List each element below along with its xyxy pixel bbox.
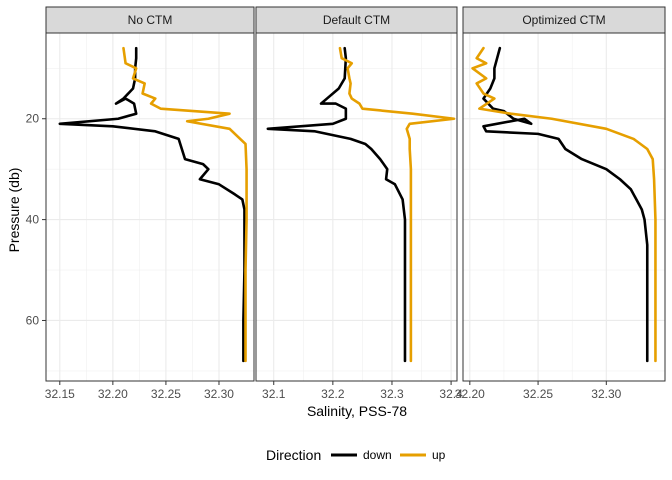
x-tick-label: 32.4 [439, 387, 463, 401]
legend-title: Direction [266, 447, 321, 463]
x-tick-label: 32.25 [151, 387, 181, 401]
series-up-line [122, 46, 248, 363]
strip-background [255, 6, 458, 34]
x-tick-label: 32.30 [204, 387, 234, 401]
x-tick-label: 32.20 [455, 387, 485, 401]
y-tick-label: 20 [26, 112, 40, 126]
panel-border [462, 32, 666, 382]
series-down-line [58, 46, 246, 363]
legend-label-up: up [432, 448, 446, 462]
legend-label-down: down [363, 448, 392, 462]
x-tick-label: 32.20 [98, 387, 128, 401]
y-axis-title: Pressure (db) [6, 168, 22, 253]
x-tick-label: 32.1 [262, 387, 286, 401]
series-down-line [266, 46, 407, 363]
y-tick-label: 40 [26, 213, 40, 227]
panel-2: Optimized CTM 32.20 32.25 32.30 [455, 6, 666, 401]
x-tick-label: 32.25 [523, 387, 553, 401]
series-up-line [471, 46, 657, 363]
strip-label: Optimized CTM [522, 13, 605, 27]
panel-1: Default CTM 32.1 32.2 32.3 32.4 [255, 6, 463, 401]
panel-border [255, 32, 458, 382]
strip-label: Default CTM [323, 13, 390, 27]
x-tick-label: 32.15 [45, 387, 75, 401]
series-down-line [482, 46, 649, 363]
strip-label: No CTM [128, 13, 173, 27]
strip-background [462, 6, 666, 34]
legend: Direction down up [266, 447, 446, 463]
panel-border [45, 32, 255, 382]
x-tick-label: 32.30 [591, 387, 621, 401]
strip-background [45, 6, 255, 34]
x-tick-label: 32.2 [321, 387, 345, 401]
x-tick-label: 32.3 [380, 387, 404, 401]
series-up-line [338, 46, 456, 363]
y-tick-label: 60 [26, 313, 40, 327]
x-axis-title: Salinity, PSS-78 [307, 403, 407, 419]
panel-0: No CTM 32.15 32.20 32.25 32.30 20 40 60 [26, 6, 255, 401]
panels-layer: No CTM 32.15 32.20 32.25 32.30 20 40 60 Default … [26, 6, 666, 401]
